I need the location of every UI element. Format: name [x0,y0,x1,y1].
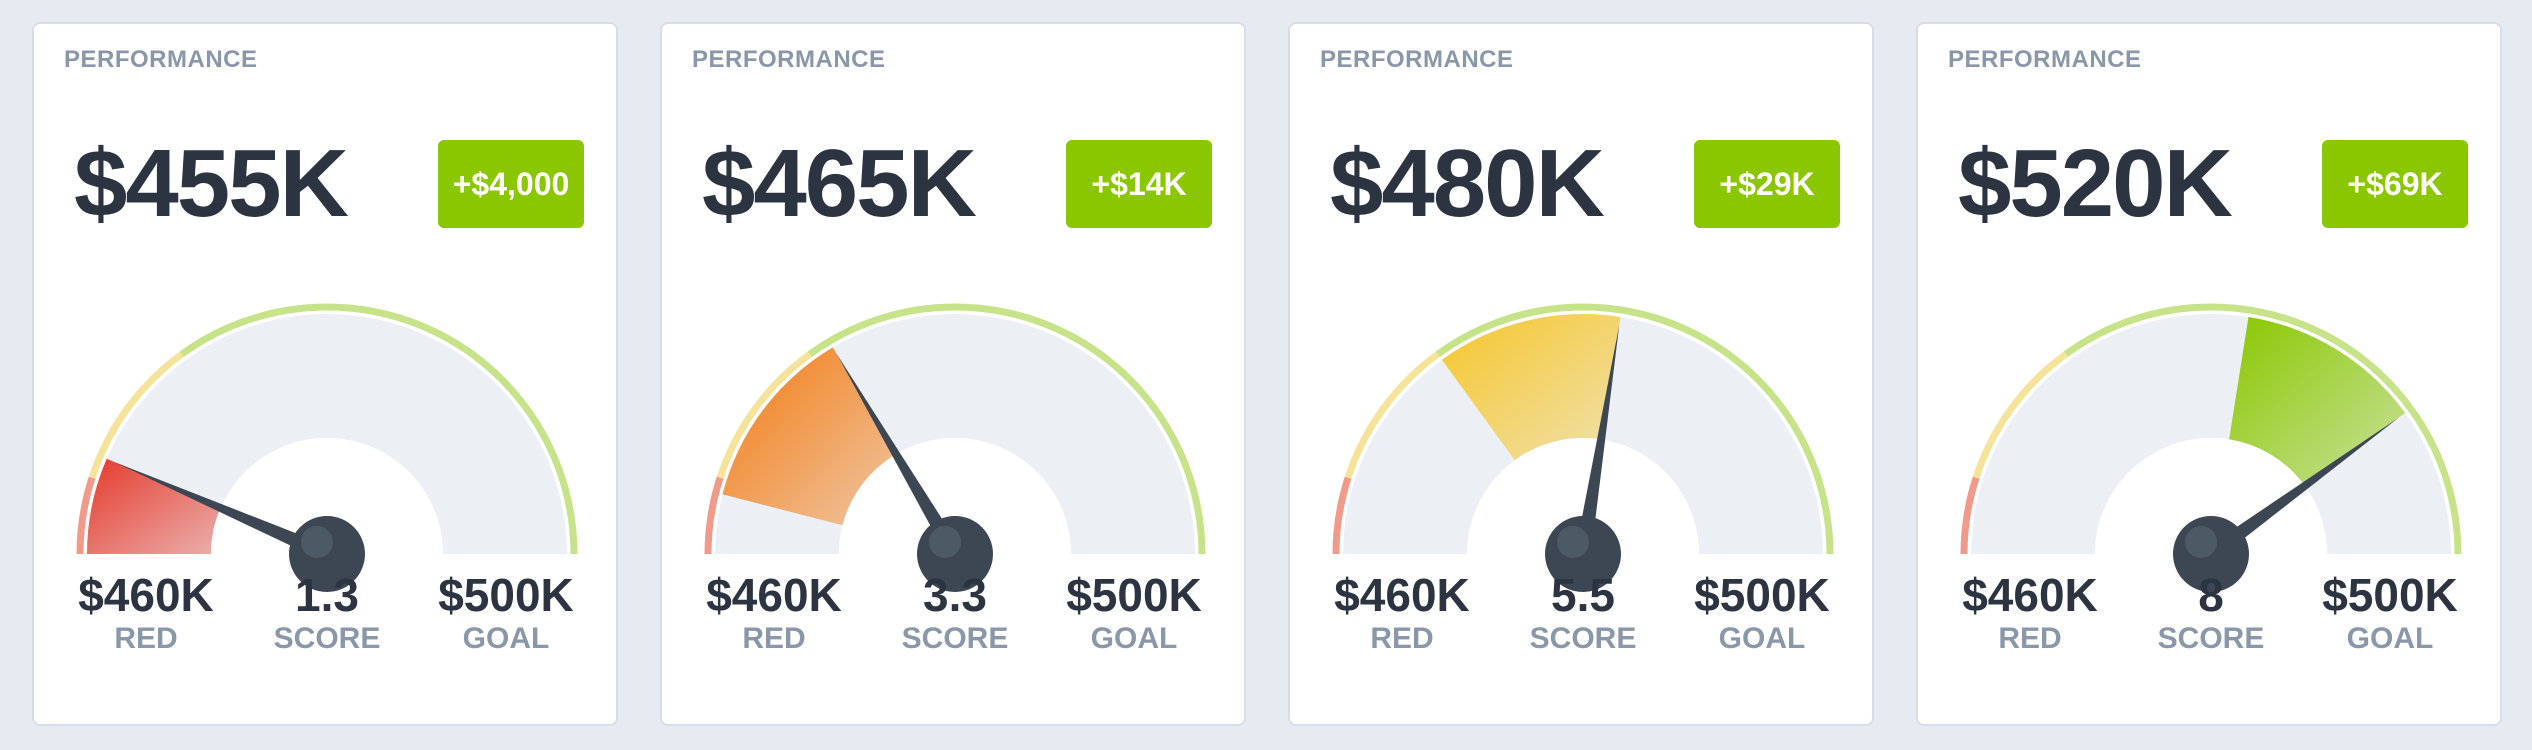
score-stat: 8 SCORE [2111,572,2311,654]
gauge-inner [1467,438,1699,554]
gauge-inner [2095,438,2327,554]
card-label: PERFORMANCE [64,46,258,73]
delta-badge: +$14K [1066,140,1212,228]
performance-value: $480K [1330,130,1605,237]
red-threshold-value: $460K [1334,569,1470,621]
score-stat: 5.5 SCORE [1483,572,1683,654]
red-threshold: $460K RED [1930,572,2130,654]
goal-label: GOAL [1718,622,1806,655]
gauge-zone-red [704,476,724,555]
gauge-zone-green [2063,303,2462,555]
performance-value: $455K [74,130,349,237]
goal-label: GOAL [2346,622,2434,655]
gauge-needle [1575,324,1620,556]
score-gauge [76,303,578,592]
goal-stat: $500K GOAL [2290,572,2490,654]
gauge-hub-highlight [2185,526,2217,558]
performance-card-4: PERFORMANCE $520K +$69K $460K RED 8 SCOR… [1916,22,2502,726]
gauge-needle [114,461,331,562]
score-value: 3.3 [923,569,987,621]
card-label: PERFORMANCE [1948,46,2142,73]
gauge-score-fill [86,458,221,554]
gauge-zone-yellow [1972,351,2068,479]
gauge-zone-red [1332,476,1352,555]
gauge-hub-highlight [929,526,961,558]
gauge-face [87,314,567,554]
performance-value: $520K [1958,130,2233,237]
red-threshold-value: $460K [706,569,842,621]
gauge-zone-green [179,303,578,555]
gauge-needle [836,354,962,559]
score-label: SCORE [901,622,1009,655]
red-threshold-label: RED [742,622,806,655]
score-label: SCORE [2157,622,2265,655]
red-threshold-label: RED [1998,622,2062,655]
red-threshold: $460K RED [1302,572,1502,654]
score-gauge [704,303,1206,592]
red-threshold-label: RED [114,622,178,655]
goal-label: GOAL [1090,622,1178,655]
gauge-zone-yellow [716,351,812,479]
score-gauge [1960,303,2462,592]
goal-stat: $500K GOAL [1662,572,1862,654]
goal-value: $500K [438,569,574,621]
gauge-zone-green [1435,303,1834,555]
score-value: 8 [2198,569,2224,621]
red-threshold-value: $460K [78,569,214,621]
red-threshold: $460K RED [46,572,246,654]
score-value: 1.3 [295,569,359,621]
goal-value: $500K [1694,569,1830,621]
delta-badge: +$4,000 [438,140,584,228]
goal-value: $500K [1066,569,1202,621]
gauge-hub-highlight [301,526,333,558]
score-label: SCORE [273,622,381,655]
score-label: SCORE [1529,622,1637,655]
red-threshold-label: RED [1370,622,1434,655]
performance-card-1: PERFORMANCE $455K +$4,000 $460K RED 1.3 … [32,22,618,726]
goal-label: GOAL [462,622,550,655]
goal-stat: $500K GOAL [406,572,606,654]
gauge-needle [2206,417,2399,561]
red-threshold: $460K RED [674,572,874,654]
gauge-score-fill [722,347,896,526]
gauge-zone-yellow [88,351,184,479]
performance-card-2: PERFORMANCE $465K +$14K $460K RED 3.3 SC… [660,22,1246,726]
score-stat: 1.3 SCORE [227,572,427,654]
gauge-zone-green [807,303,1206,555]
delta-badge: +$29K [1694,140,1840,228]
performance-value: $465K [702,130,977,237]
score-value: 5.5 [1551,569,1615,621]
goal-stat: $500K GOAL [1034,572,1234,654]
score-gauge [1332,303,1834,592]
gauge-zone-red [76,476,96,555]
card-label: PERFORMANCE [1320,46,1514,73]
score-stat: 3.3 SCORE [855,572,1055,654]
performance-card-3: PERFORMANCE $480K +$29K $460K RED 5.5 SC… [1288,22,1874,726]
gauge-score-fill [1441,314,1621,461]
card-label: PERFORMANCE [692,46,886,73]
gauge-zone-yellow [1344,351,1440,479]
gauge-hub-highlight [1557,526,1589,558]
gauge-inner [839,438,1071,554]
goal-value: $500K [2322,569,2458,621]
red-threshold-value: $460K [1962,569,2098,621]
delta-badge: +$69K [2322,140,2468,228]
gauge-zone-red [1960,476,1980,555]
